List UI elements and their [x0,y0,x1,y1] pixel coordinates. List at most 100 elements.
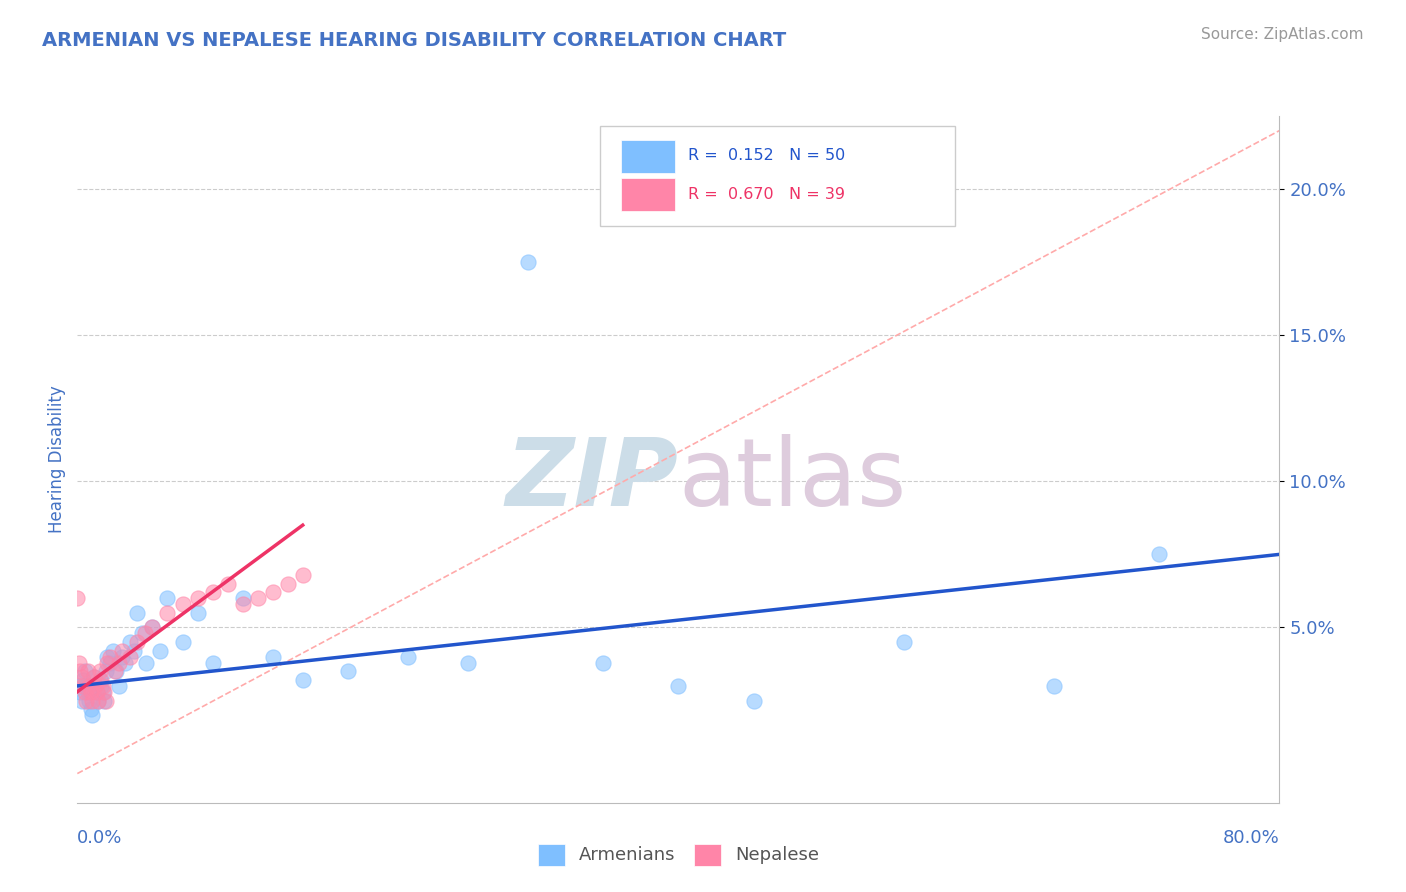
Text: R =  0.152   N = 50: R = 0.152 N = 50 [688,148,845,163]
Text: ARMENIAN VS NEPALESE HEARING DISABILITY CORRELATION CHART: ARMENIAN VS NEPALESE HEARING DISABILITY … [42,31,786,50]
Point [90,673,112,687]
Text: Source: ZipAtlas.com: Source: ZipAtlas.com [1201,27,1364,42]
Point [73,665,96,679]
Point [131,626,153,640]
Point [82,708,104,723]
Point [80,702,103,716]
FancyBboxPatch shape [600,127,955,226]
Point [592,656,614,670]
Point [91,684,114,698]
Text: ZIP: ZIP [506,434,679,526]
Point [69,684,91,698]
Point [893,635,915,649]
Point [336,665,359,679]
Point [141,620,163,634]
Point [84,679,107,693]
Point [100,649,122,664]
Point [262,649,284,664]
Point [114,656,136,670]
Point [172,597,194,611]
Point [149,644,172,658]
Point [89,673,111,687]
Point [186,606,209,620]
Point [93,693,115,707]
Point [291,567,314,582]
Point [742,693,765,707]
Point [201,656,224,670]
Point [75,693,97,707]
Point [108,656,131,670]
Point [67,656,90,670]
Text: 0.0%: 0.0% [77,829,122,847]
Point [103,644,125,658]
Point [127,606,149,620]
Point [75,679,97,693]
Point [277,576,299,591]
Y-axis label: Hearing Disability: Hearing Disability [48,385,66,533]
Point [111,644,134,658]
Point [86,684,108,698]
Point [156,591,179,606]
Point [67,679,90,693]
Point [80,684,103,698]
Point [105,665,128,679]
Point [1043,679,1066,693]
Point [118,649,141,664]
Point [79,693,101,707]
Point [76,665,98,679]
Point [246,591,269,606]
Point [232,597,254,611]
Point [94,693,117,707]
Point [86,684,108,698]
Point [156,606,179,620]
Point [186,591,209,606]
Point [69,665,91,679]
FancyBboxPatch shape [620,140,675,173]
Point [96,656,118,670]
Point [72,679,94,693]
Point [66,591,89,606]
Point [70,670,93,684]
Point [262,585,284,599]
Legend: Armenians, Nepalese: Armenians, Nepalese [530,837,827,872]
FancyBboxPatch shape [620,178,675,211]
Point [83,670,105,684]
Point [90,679,112,693]
Point [111,649,134,664]
Point [135,656,157,670]
Point [124,644,146,658]
Point [79,679,101,693]
Point [89,665,111,679]
Point [96,649,118,664]
Point [76,684,98,698]
Point [1149,547,1171,561]
Point [108,679,131,693]
Point [217,576,239,591]
Point [104,665,127,679]
Point [517,255,540,269]
Point [93,684,115,698]
Point [70,693,93,707]
Point [73,684,96,698]
Point [91,679,114,693]
Point [82,693,104,707]
Point [201,585,224,599]
Point [232,591,254,606]
Point [396,649,419,664]
Point [291,673,314,687]
Point [83,670,105,684]
Point [172,635,194,649]
Point [87,693,110,707]
Point [668,679,690,693]
Point [72,673,94,687]
Point [100,656,122,670]
Point [118,635,141,649]
Text: 80.0%: 80.0% [1223,829,1279,847]
Text: atlas: atlas [679,434,907,526]
Text: R =  0.670   N = 39: R = 0.670 N = 39 [688,187,845,202]
Point [87,693,110,707]
Point [457,656,479,670]
Point [134,626,156,640]
Point [127,635,149,649]
Point [141,620,163,634]
